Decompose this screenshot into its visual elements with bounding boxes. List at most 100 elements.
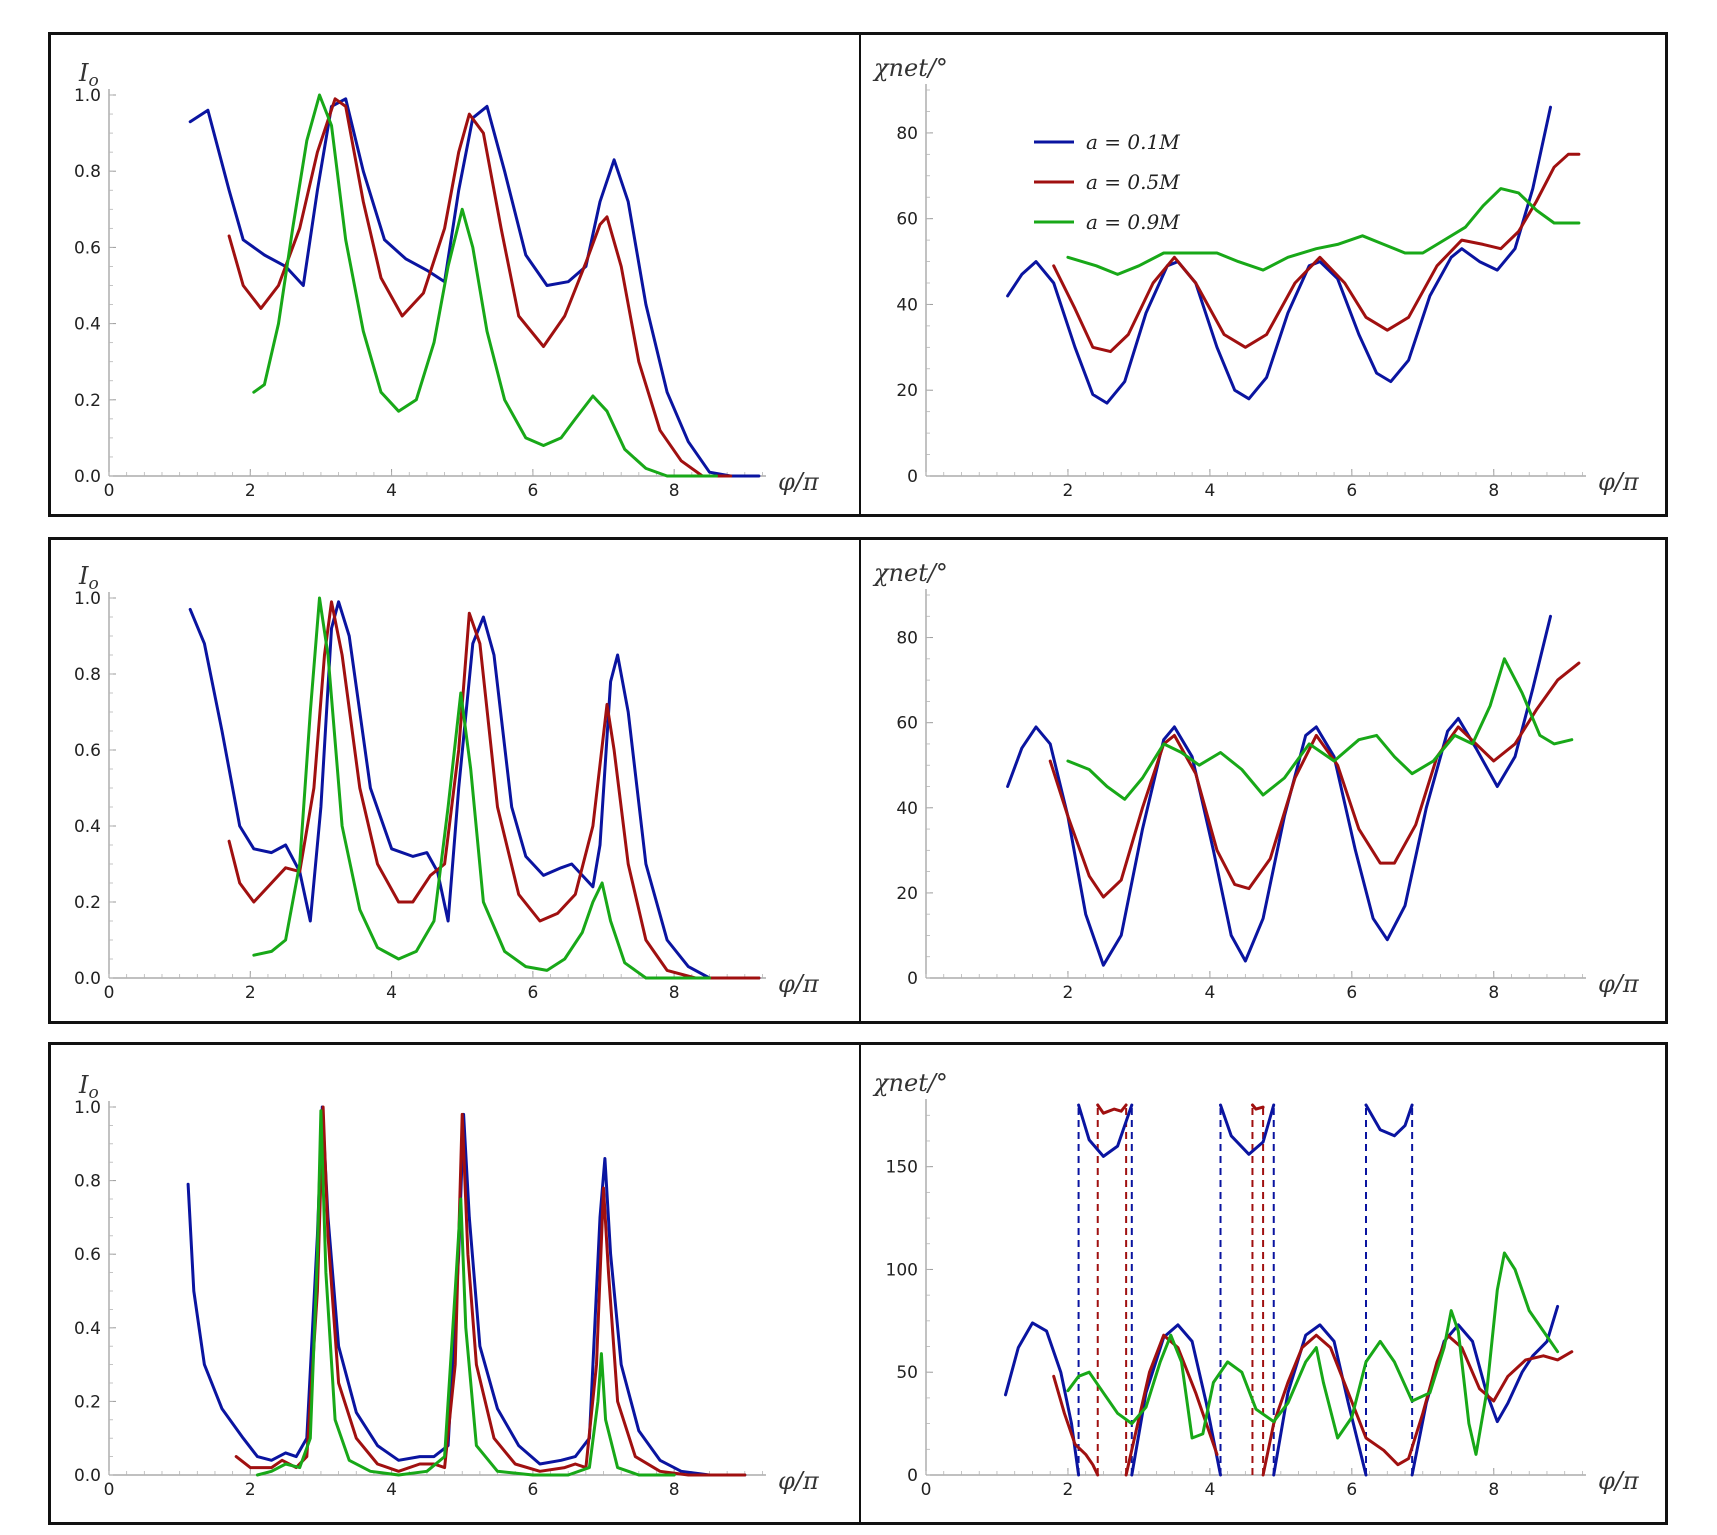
chart-r1-left: 0 2 4 6 8 0.0 0.2 0.4 0.6 0.8 1.0 φ/π Io	[74, 59, 820, 501]
row-divider	[859, 35, 861, 514]
y-tick-label: 80	[896, 124, 918, 144]
x-tick-label: 6	[527, 983, 538, 1003]
x-tick-label: 4	[386, 1480, 397, 1500]
y-tick-label: 0.0	[74, 1466, 101, 1486]
series-line-a---0-5M	[1124, 1333, 1219, 1477]
y-axis-label: Io	[78, 59, 99, 91]
y-tick-label: 1.0	[74, 589, 101, 609]
y-tick-label: 0.8	[74, 1172, 101, 1192]
y-tick-label: 0.0	[74, 969, 101, 989]
series-line-a---0-5M	[227, 600, 761, 980]
series-line-a---0-1M	[188, 600, 761, 980]
x-tick-label: 0	[921, 1480, 932, 1500]
series-line-a---0-1M	[1219, 1103, 1276, 1156]
x-tick-label: 8	[669, 983, 680, 1003]
y-tick-label: 20	[896, 381, 918, 401]
x-tick-label: 6	[1346, 481, 1357, 501]
x-tick-label: 6	[527, 481, 538, 501]
x-tick-label: 8	[669, 1480, 680, 1500]
y-tick-label: 100	[886, 1260, 918, 1280]
y-tick-label: 20	[896, 884, 918, 904]
legend-label: a = 0.5M	[1086, 170, 1180, 194]
y-axis-label-sub: o	[88, 1083, 98, 1103]
y-axis-label-sub: o	[88, 71, 98, 91]
y-tick-label: 0.2	[74, 391, 101, 411]
series-line-a---0-1M	[188, 97, 761, 478]
y-axis-label-sub: o	[88, 574, 98, 594]
chart-r3-left: 0 2 4 6 8 0.0 0.2 0.4 0.6 0.8 1.0 φ/π Io	[74, 1071, 820, 1500]
y-tick-label: 60	[896, 210, 918, 230]
series-line-a---0-9M	[1066, 657, 1574, 801]
x-axis-label: φ/π	[778, 970, 820, 998]
series-line-a---0-9M	[252, 93, 718, 478]
x-tick-label: 6	[1346, 983, 1357, 1003]
x-tick-label: 8	[669, 481, 680, 501]
y-tick-label: 40	[896, 799, 918, 819]
series-line-a---0-5M	[1048, 661, 1581, 899]
x-tick-label: 2	[245, 481, 256, 501]
y-tick-label: 1.0	[74, 86, 101, 106]
x-tick-label: 2	[245, 983, 256, 1003]
x-tick-label: 0	[104, 1480, 115, 1500]
row-divider	[859, 1045, 861, 1522]
y-axis-label: χnet/°	[872, 1069, 948, 1097]
x-axis-label: φ/π	[1598, 1467, 1640, 1495]
series-line-a---0-9M	[255, 1109, 676, 1477]
x-tick-label: 0	[104, 481, 115, 501]
x-axis-label: φ/π	[1598, 970, 1640, 998]
y-tick-label: 1.0	[74, 1098, 101, 1118]
series-line-a---0-1M	[186, 1105, 747, 1477]
series-line-a---0-9M	[252, 596, 711, 980]
row-divider	[859, 540, 861, 1021]
series-line-a---0-1M	[1006, 105, 1552, 405]
y-axis-label: Io	[78, 562, 99, 594]
x-axis-label: φ/π	[1598, 468, 1640, 496]
y-tick-label: 0	[907, 467, 918, 487]
x-tick-label: 6	[527, 1480, 538, 1500]
series-line-a---0-1M	[1004, 1321, 1081, 1477]
x-axis-label: φ/π	[778, 468, 820, 496]
x-tick-label: 2	[1063, 983, 1074, 1003]
x-tick-label: 2	[1063, 481, 1074, 501]
y-tick-label: 0.0	[74, 467, 101, 487]
row-3-svg: 0 2 4 6 8 0.0 0.2 0.4 0.6 0.8 1.0 φ/π Io 0 2 4 6 8 0 50 100 1…	[74, 1069, 1640, 1500]
row-1: 0 2 4 6 8 0.0 0.2 0.4 0.6 0.8 1.0 φ/π Io 2 4 6 8 0 20 40 60 8…	[48, 32, 1668, 517]
series-line-a---0-9M	[1066, 1251, 1560, 1456]
row-2: 0 2 4 6 8 0.0 0.2 0.4 0.6 0.8 1.0 φ/π Io 2 4 6 8 0 20 40 60 8…	[48, 537, 1668, 1024]
series-line-a---0-9M	[1066, 187, 1581, 276]
chart-r2-left: 0 2 4 6 8 0.0 0.2 0.4 0.6 0.8 1.0 φ/π Io	[74, 562, 820, 1003]
y-tick-label: 0.2	[74, 1392, 101, 1412]
series-line-a---0-5M	[1052, 1374, 1100, 1477]
x-tick-label: 0	[104, 983, 115, 1003]
y-tick-label: 150	[886, 1158, 918, 1178]
legend-label: a = 0.1M	[1086, 130, 1180, 154]
y-tick-label: 0.6	[74, 238, 101, 258]
x-tick-label: 2	[245, 1480, 256, 1500]
y-tick-label: 0.6	[74, 741, 101, 761]
y-tick-label: 0.8	[74, 162, 101, 182]
series-line-a---0-1M	[1364, 1103, 1414, 1138]
chart-r3-right: 0 2 4 6 8 0 50 100 150 φ/π χnet/°	[872, 1069, 1640, 1500]
x-tick-label: 8	[1488, 1480, 1499, 1500]
y-axis-label: χnet/°	[872, 559, 948, 587]
series-line-a---0-5M	[227, 97, 733, 478]
series-line-a---0-1M	[1077, 1103, 1134, 1158]
y-tick-label: 0.2	[74, 893, 101, 913]
x-tick-label: 8	[1488, 983, 1499, 1003]
y-tick-label: 0.6	[74, 1245, 101, 1265]
legend-label: a = 0.9M	[1086, 210, 1180, 234]
y-tick-label: 80	[896, 629, 918, 649]
x-tick-label: 6	[1346, 1480, 1357, 1500]
y-tick-label: 0.4	[74, 315, 101, 335]
x-tick-label: 4	[386, 481, 397, 501]
x-tick-label: 4	[1204, 983, 1215, 1003]
y-tick-label: 60	[896, 714, 918, 734]
y-tick-label: 0	[907, 969, 918, 989]
x-tick-label: 2	[1063, 1480, 1074, 1500]
series-line-a---0-1M	[1006, 614, 1552, 967]
y-tick-label: 40	[896, 295, 918, 315]
x-tick-label: 8	[1488, 481, 1499, 501]
y-axis-label: χnet/°	[872, 54, 948, 82]
